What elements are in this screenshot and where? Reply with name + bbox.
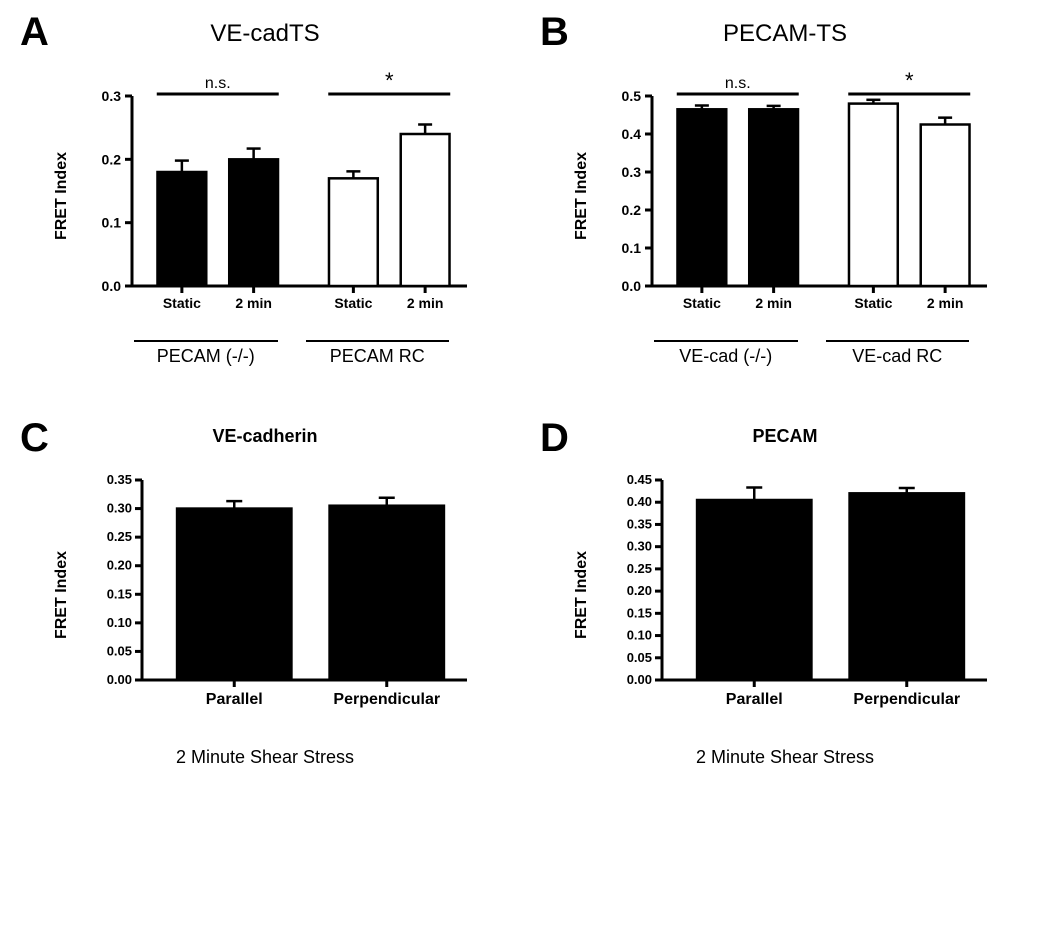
- panel-a-title: VE-cadTS: [210, 20, 319, 48]
- group-label: PECAM (-/-): [134, 340, 278, 367]
- panel-letter-d: D: [540, 416, 569, 461]
- panel-c-svg: 0.00 0.05 0.10 0.15 0.20 0.25 0.30 0.35 Parallel…: [77, 455, 477, 735]
- svg-text:0.10: 0.10: [107, 615, 132, 630]
- panel-a-chartwrap: FRET Index 0.0 0.1 0.2 0.3 Static 2 min Static…: [53, 56, 477, 336]
- svg-text:2 min: 2 min: [927, 295, 964, 311]
- svg-text:0.5: 0.5: [622, 88, 642, 104]
- group-label: VE-cad (-/-): [654, 340, 798, 367]
- panel-d-ylabel: FRET Index: [573, 551, 591, 639]
- svg-text:0.05: 0.05: [627, 650, 652, 665]
- svg-text:*: *: [905, 68, 914, 93]
- svg-text:Perpendicular: Perpendicular: [853, 691, 960, 708]
- panel-b-ylabel: FRET Index: [573, 152, 591, 240]
- svg-text:0.0: 0.0: [102, 278, 122, 294]
- panel-a-svg: 0.0 0.1 0.2 0.3 Static 2 min Static 2 min n.s. *: [77, 56, 477, 336]
- svg-text:0.1: 0.1: [102, 215, 122, 231]
- svg-text:0.15: 0.15: [107, 586, 132, 601]
- svg-text:0.25: 0.25: [107, 529, 132, 544]
- svg-text:0.1: 0.1: [622, 240, 642, 256]
- panel-a-ylabel: FRET Index: [53, 152, 71, 240]
- svg-text:n.s.: n.s.: [205, 75, 231, 92]
- svg-text:*: *: [385, 68, 394, 93]
- svg-text:0.30: 0.30: [107, 501, 132, 516]
- svg-text:0.35: 0.35: [107, 472, 132, 487]
- svg-text:0.10: 0.10: [627, 628, 652, 643]
- svg-text:n.s.: n.s.: [725, 75, 751, 92]
- svg-text:Static: Static: [163, 295, 201, 311]
- panel-d-svg: 0.00 0.05 0.10 0.15 0.20 0.25 0.30 0.35 0.40 0.45…: [597, 455, 997, 735]
- panel-c-chartwrap: FRET Index 0.000.050.100.150.200.250.300…: [53, 455, 477, 735]
- svg-text:0.3: 0.3: [622, 164, 642, 180]
- panel-c-title: VE-cadherin: [212, 426, 317, 447]
- svg-text:0.40: 0.40: [627, 494, 652, 509]
- panel-b-group-labels: VE-cad (-/-) VE-cad RC: [585, 340, 985, 386]
- figure-grid: A VE-cadTS FRET Index 0.00.10.20.3Static…: [20, 20, 1030, 768]
- panel-b: B PECAM-TS FRET Index 0.00.10.20.30.40.5…: [540, 20, 1030, 386]
- panel-d-chartwrap: FRET Index 0.000.050.100.150.200.250.300…: [573, 455, 997, 735]
- panel-a-group-labels: PECAM (-/-) PECAM RC: [65, 340, 465, 386]
- svg-text:Perpendicular: Perpendicular: [333, 691, 440, 708]
- panel-c-subxlabel: 2 Minute Shear Stress: [176, 747, 354, 768]
- svg-text:0.4: 0.4: [622, 126, 642, 142]
- panel-letter-c: C: [20, 416, 49, 461]
- panel-a: A VE-cadTS FRET Index 0.00.10.20.3Static…: [20, 20, 510, 386]
- panel-letter-a: A: [20, 10, 49, 55]
- svg-text:0.00: 0.00: [627, 672, 652, 687]
- svg-text:0.3: 0.3: [102, 88, 122, 104]
- panel-d-title: PECAM: [752, 426, 817, 447]
- panel-d-subxlabel: 2 Minute Shear Stress: [696, 747, 874, 768]
- svg-text:0.0: 0.0: [622, 278, 642, 294]
- panel-c-ylabel: FRET Index: [53, 551, 71, 639]
- panel-b-svg: 0.0 0.1 0.2 0.3 0.4 0.5 Static 2 min Static 2 min…: [597, 56, 997, 336]
- panel-b-chartwrap: FRET Index 0.0 0.1 0.2 0.3 0.4 0.5 Static 2 min…: [573, 56, 997, 336]
- svg-text:0.25: 0.25: [627, 561, 652, 576]
- svg-text:0.15: 0.15: [627, 605, 652, 620]
- svg-text:2 min: 2 min: [755, 295, 792, 311]
- svg-text:0.05: 0.05: [107, 643, 132, 658]
- svg-text:0.30: 0.30: [627, 539, 652, 554]
- svg-text:0.2: 0.2: [622, 202, 642, 218]
- svg-text:0.20: 0.20: [627, 583, 652, 598]
- svg-text:Static: Static: [683, 295, 721, 311]
- panel-d: D PECAM FRET Index 0.000.050.100.150.200…: [540, 426, 1030, 768]
- svg-text:Static: Static: [334, 295, 372, 311]
- group-label: PECAM RC: [306, 340, 450, 367]
- svg-text:0.35: 0.35: [627, 516, 652, 531]
- svg-text:0.45: 0.45: [627, 472, 652, 487]
- panel-letter-b: B: [540, 10, 569, 55]
- svg-text:2 min: 2 min: [235, 295, 272, 311]
- svg-text:0.2: 0.2: [102, 151, 122, 167]
- svg-text:Static: Static: [854, 295, 892, 311]
- svg-text:Parallel: Parallel: [206, 691, 263, 708]
- svg-text:2 min: 2 min: [407, 295, 444, 311]
- svg-text:Parallel: Parallel: [726, 691, 783, 708]
- group-label: VE-cad RC: [826, 340, 970, 367]
- svg-text:0.00: 0.00: [107, 672, 132, 687]
- svg-text:0.20: 0.20: [107, 558, 132, 573]
- panel-b-title: PECAM-TS: [723, 20, 847, 48]
- panel-c: C VE-cadherin FRET Index 0.000.050.100.1…: [20, 426, 510, 768]
